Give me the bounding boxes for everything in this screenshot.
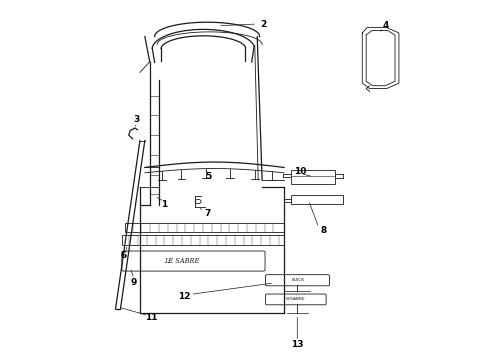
Bar [122,235,284,244]
Text: LESABRE: LESABRE [286,297,306,301]
Bar [292,195,343,204]
Text: 4: 4 [383,21,389,30]
Text: 6: 6 [121,251,127,260]
Text: 8: 8 [320,226,326,235]
Text: 11: 11 [145,313,157,322]
Bar [292,170,335,184]
Text: 9: 9 [131,278,137,287]
Text: 13: 13 [291,340,303,349]
Text: 7: 7 [205,209,211,218]
Text: LE SABRE: LE SABRE [164,257,199,265]
Text: 2: 2 [261,19,267,28]
Bar [125,223,284,232]
Text: BUICK: BUICK [291,278,304,282]
Text: 1: 1 [161,199,168,208]
Text: 10: 10 [294,167,307,176]
Text: 5: 5 [205,172,212,181]
Text: 3: 3 [133,115,140,124]
Text: 12: 12 [178,292,190,301]
